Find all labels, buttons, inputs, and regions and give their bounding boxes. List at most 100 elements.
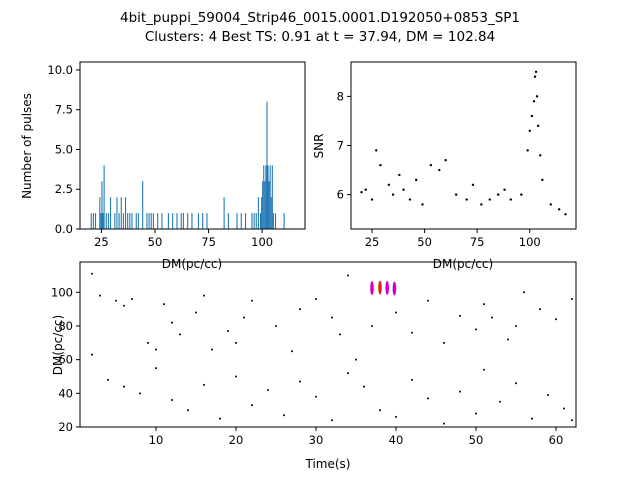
histogram-bar	[152, 213, 154, 229]
snr-ytick-label: 6	[337, 188, 344, 202]
dm-time-point	[283, 414, 285, 417]
histogram-xtick-label: 25	[94, 235, 109, 249]
histogram-bar	[263, 165, 265, 229]
snr-frame	[350, 61, 577, 230]
dm-time-point	[427, 397, 429, 400]
snr-point	[530, 114, 534, 118]
dm-time-xtick-label: 10	[149, 433, 164, 447]
histogram-bar	[116, 197, 118, 229]
dm-time-point	[155, 348, 157, 351]
histogram-bar	[191, 213, 193, 229]
dm-time-ytick-label: 100	[51, 285, 73, 299]
histogram-bar	[180, 213, 182, 229]
dm-time-point	[347, 372, 349, 375]
dm-time-point	[531, 417, 533, 420]
dm-time-point	[515, 324, 517, 327]
snr-point	[535, 95, 539, 98]
snr-point	[557, 208, 561, 211]
snr-point	[503, 188, 506, 191]
dm-time-point	[411, 331, 413, 334]
dm-time-point	[219, 417, 221, 420]
histogram-bar	[275, 213, 277, 229]
dm-time-ytick-label: 60	[58, 353, 73, 367]
histogram-bar	[264, 181, 266, 229]
histogram-bar	[120, 197, 122, 229]
snr-point	[454, 193, 458, 196]
histogram-bar	[107, 213, 109, 229]
histogram-bar	[253, 213, 255, 229]
snr-panel: 25 50 75 100 6 7 8 DM(pc/cc) SNR	[312, 61, 577, 271]
dm-time-point	[203, 294, 205, 297]
dm-time-panel: 10 20 30 40 50 60 20 40 60 80 100 Time(s) DM(pc/cc…	[51, 261, 577, 471]
dm-time-point	[251, 404, 253, 407]
histogram-bar	[270, 197, 272, 229]
histogram-bar	[262, 181, 264, 229]
dm-time-point	[331, 419, 333, 422]
histogram-bar	[122, 213, 124, 229]
dm-time-point	[299, 380, 301, 383]
histogram-bar	[240, 213, 242, 229]
histogram-bar	[142, 181, 144, 229]
snr-point	[360, 190, 363, 194]
dm-time-point	[339, 333, 341, 336]
histogram-bar	[167, 213, 169, 229]
histogram-bar	[129, 213, 131, 229]
dm-time-point	[475, 328, 477, 331]
histogram-bar	[125, 197, 127, 229]
figure-title-line2: Clusters: 4 Best TS: 0.91 at t = 37.94, …	[145, 29, 495, 45]
dm-time-point	[171, 399, 173, 402]
histogram-frame	[79, 61, 306, 230]
histogram-ytick-label: 0.0	[55, 222, 73, 236]
dm-time-point	[355, 358, 357, 361]
snr-point	[364, 188, 367, 191]
histogram-xtick-label: 75	[201, 235, 216, 249]
dm-time-point	[379, 409, 381, 412]
histogram-bar	[157, 213, 159, 229]
snr-xtick-label: 75	[470, 235, 485, 249]
snr-point	[429, 163, 433, 167]
histogram-bar	[251, 213, 253, 229]
histogram-bar	[267, 165, 269, 229]
dm-time-point	[179, 333, 181, 336]
dm-time-point	[571, 419, 573, 422]
histogram-bar	[114, 213, 116, 229]
histogram-bar	[118, 213, 120, 229]
snr-point	[533, 75, 537, 78]
figure-title-line1: 4bit_puppi_59004_Strip46_0015.0001.D1920…	[120, 10, 520, 26]
histogram-bar	[127, 213, 129, 229]
dm-time-point	[483, 303, 485, 306]
dm-time-point	[315, 395, 317, 398]
snr-point	[402, 188, 405, 191]
histogram-xtick-label: 100	[251, 235, 273, 249]
dm-time-point	[91, 272, 93, 275]
dm-time-point	[475, 412, 477, 415]
dm-time-point	[563, 407, 565, 410]
snr-point	[375, 149, 378, 152]
histogram-bar	[257, 197, 259, 229]
dm-time-cluster	[392, 281, 397, 296]
histogram-ytick-label: 10.0	[47, 63, 73, 77]
histogram-bar	[135, 213, 137, 229]
dm-time-point	[235, 375, 237, 378]
snr-point	[532, 100, 536, 103]
snr-point	[370, 198, 374, 201]
histogram-bar	[187, 213, 189, 229]
dm-time-point	[427, 299, 429, 302]
histogram-bar	[261, 197, 263, 229]
snr-point	[528, 129, 531, 132]
histogram-bar	[137, 213, 139, 229]
histogram-bar	[110, 197, 112, 229]
snr-xtick-label: 100	[519, 235, 541, 249]
snr-ytick-label: 8	[337, 89, 344, 103]
snr-point	[539, 154, 542, 157]
histogram-bar	[255, 213, 257, 229]
dm-time-point	[395, 415, 397, 418]
histogram-ylabel: Number of pulses	[20, 93, 34, 199]
snr-ytick-label: 7	[337, 139, 344, 153]
dm-time-point	[99, 294, 101, 297]
snr-point	[465, 198, 468, 201]
dm-time-point	[459, 390, 461, 393]
dm-time-point	[267, 388, 269, 391]
dm-time-point	[539, 308, 541, 311]
dm-time-point	[499, 400, 501, 403]
